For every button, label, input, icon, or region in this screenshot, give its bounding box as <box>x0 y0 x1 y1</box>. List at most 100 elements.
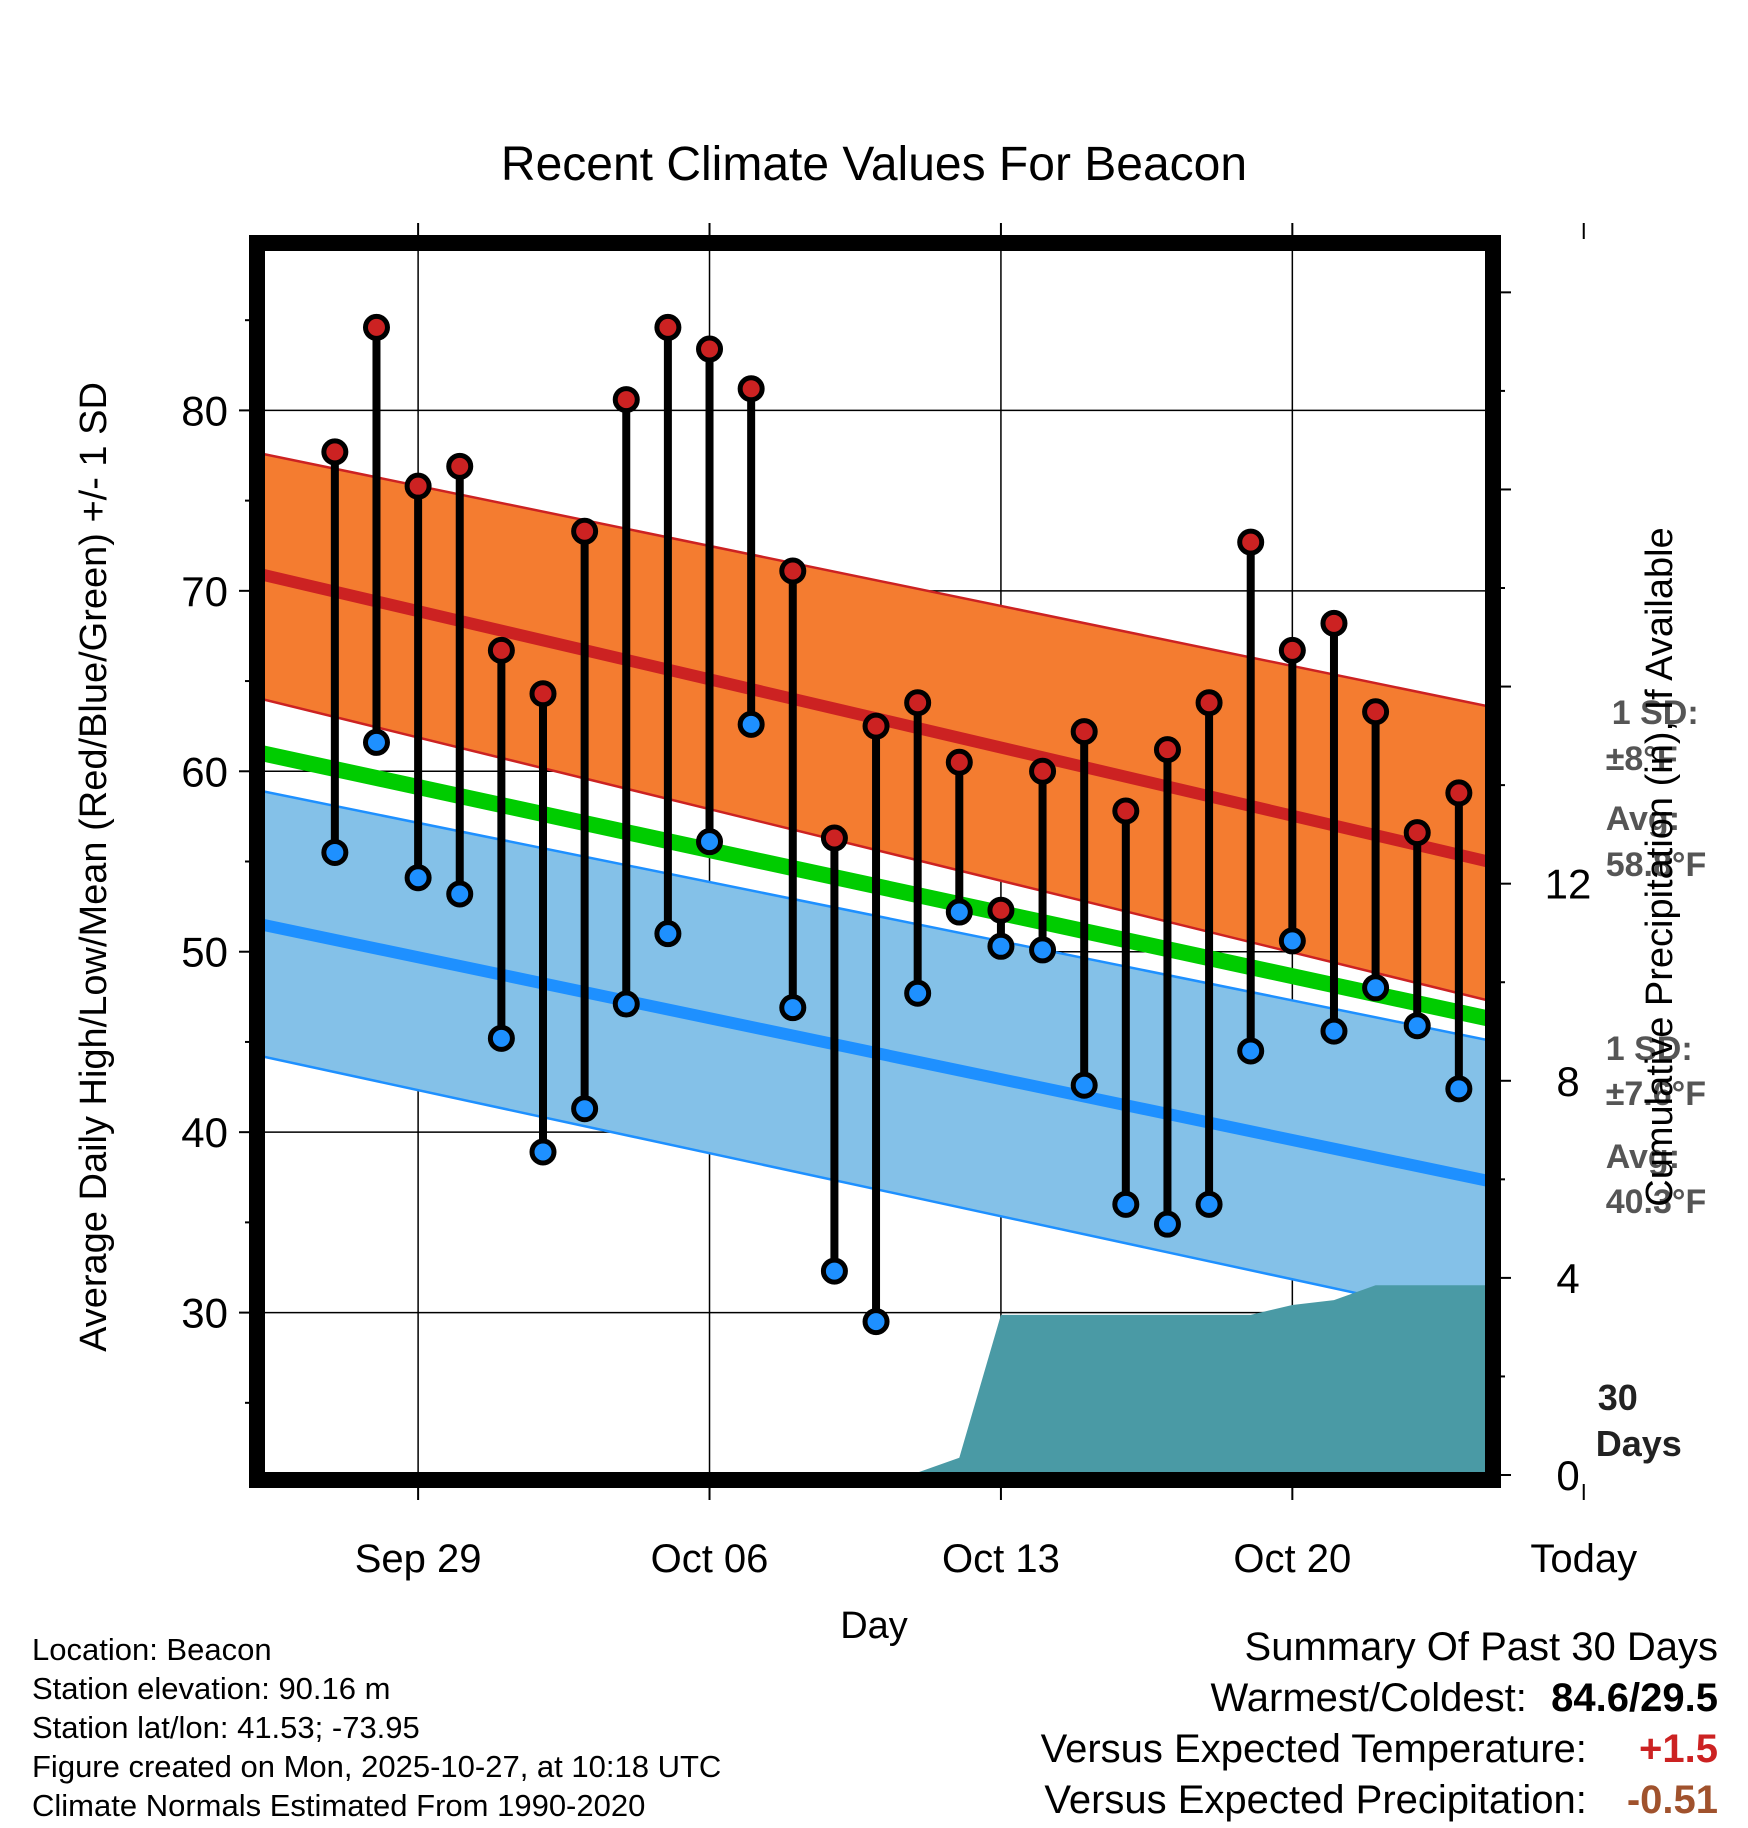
daily-high-point <box>1278 636 1306 664</box>
daily-low-point <box>696 828 724 856</box>
y2-tick-label: 0 <box>1556 1452 1579 1499</box>
y2-tick-label: 8 <box>1556 1058 1579 1105</box>
summary-panel: Summary Of Past 30 Days Warmest/Coldest:… <box>1041 1622 1718 1826</box>
daily-low-point <box>654 920 682 948</box>
low-sd-value: ±7.6°F <box>1606 1075 1706 1113</box>
daily-low-point <box>820 1257 848 1285</box>
daily-high-point <box>1237 528 1265 556</box>
x-tick-label: Today <box>1530 1537 1637 1581</box>
daily-high-point <box>1195 689 1223 717</box>
daily-low-point <box>1445 1075 1473 1103</box>
precip-delta-label: Versus Expected Precipitation: <box>1044 1778 1587 1822</box>
daily-high-point <box>654 313 682 341</box>
plot-area <box>262 248 1598 1475</box>
daily-low-point <box>987 932 1015 960</box>
daily-low-point <box>446 880 474 908</box>
daily-low-point <box>529 1138 557 1166</box>
y2-tick-label: 4 <box>1556 1255 1579 1302</box>
daily-low-point <box>487 1024 515 1052</box>
precip-delta-value: -0.51 <box>1626 1778 1718 1822</box>
precipitation-area <box>792 1285 1488 1475</box>
daily-high-point <box>321 438 349 466</box>
daily-high-point <box>820 824 848 852</box>
daily-low-point <box>862 1308 890 1336</box>
x-tick-label: Oct 13 <box>942 1537 1060 1581</box>
daily-low-point <box>612 990 640 1018</box>
daily-low-point <box>404 864 432 892</box>
daily-high-point <box>571 517 599 545</box>
y2-tick-label: 12 <box>1545 861 1592 908</box>
daily-low-point <box>737 710 765 738</box>
warmest-value: 84.6/29.5 <box>1551 1676 1718 1720</box>
high-avg-value: 58.8°F <box>1606 846 1707 884</box>
warmest-label: Warmest/Coldest: <box>1210 1676 1527 1720</box>
daily-low-point <box>1531 1246 1553 1268</box>
daily-high-point <box>487 636 515 664</box>
station-location: Location: Beacon <box>32 1632 272 1667</box>
daily-low-point <box>1320 1017 1348 1045</box>
daily-low-point <box>1278 927 1306 955</box>
daily-low-point <box>1112 1190 1140 1218</box>
y-tick-label: 60 <box>181 748 228 795</box>
daily-high-point <box>737 375 765 403</box>
y-tick-label: 50 <box>181 929 228 976</box>
low-sd-label: 1 SD: <box>1606 1030 1693 1068</box>
y-tick-label: 80 <box>181 387 228 434</box>
low-avg-marker <box>1570 1113 1598 1141</box>
daily-low-point <box>945 898 973 926</box>
today-label-days: Days <box>1596 1423 1682 1464</box>
daily-low-point <box>779 994 807 1022</box>
daily-high-point <box>987 896 1015 924</box>
daily-high-point <box>1445 779 1473 807</box>
daily-low-point <box>1237 1037 1265 1065</box>
daily-low-point <box>362 728 390 756</box>
station-info: Location: Beacon Station elevation: 90.1… <box>32 1630 721 1825</box>
temp-delta-value: +1.5 <box>1639 1727 1718 1771</box>
daily-low-point <box>571 1095 599 1123</box>
x-tick-label: Oct 20 <box>1233 1537 1351 1581</box>
high-sd-label: 1 SD: <box>1612 694 1699 732</box>
station-elevation: Station elevation: 90.16 m <box>32 1671 391 1706</box>
daily-high-point <box>1029 757 1057 785</box>
summary-warmest-row: Warmest/Coldest: 84.6/29.5 <box>1041 1673 1719 1724</box>
y-axis-label-right: Cumulative Precipitation (in), If Availa… <box>1639 527 1681 1206</box>
daily-low-point <box>1029 936 1057 964</box>
high-sd-band-upper-edge <box>262 452 1488 708</box>
daily-low-point <box>1362 974 1390 1002</box>
daily-high-point <box>1403 819 1431 847</box>
daily-low-point <box>904 979 932 1007</box>
plot-frame <box>249 235 1501 1488</box>
figure-created: Figure created on Mon, 2025-10-27, at 10… <box>32 1749 722 1784</box>
daily-low-point <box>1153 1210 1181 1238</box>
daily-high-point <box>1070 718 1098 746</box>
daily-high-point <box>904 689 932 717</box>
summary-precip-row: Versus Expected Precipitation: -0.51 <box>1041 1775 1718 1826</box>
daily-low-point <box>1403 1012 1431 1040</box>
low-avg-value: 40.3°F <box>1606 1183 1707 1221</box>
daily-high-point <box>696 335 724 363</box>
daily-high-point <box>404 472 432 500</box>
low-avg-label: Avg: <box>1606 1138 1680 1176</box>
station-latlon: Station lat/lon: 41.53; -73.95 <box>32 1710 420 1745</box>
y-axis-label-left: Average Daily High/Low/Mean (Red/Blue/Gr… <box>73 382 115 1352</box>
daily-high-point <box>862 712 890 740</box>
summary-title: Summary Of Past 30 Days <box>1244 1625 1718 1669</box>
y-tick-label: 70 <box>181 568 228 615</box>
y-tick-label: 30 <box>181 1290 228 1337</box>
summary-temp-row: Versus Expected Temperature: +1.5 <box>1041 1724 1718 1775</box>
y-tick-label: 40 <box>181 1109 228 1156</box>
high-sd-value: ±8°F <box>1606 740 1678 778</box>
daily-high-point <box>779 557 807 585</box>
daily-high-point <box>1320 609 1348 637</box>
high-avg-label: Avg: <box>1606 800 1680 838</box>
normals-period: Climate Normals Estimated From 1990-2020 <box>32 1788 646 1823</box>
today-label-number: 30 <box>1598 1377 1638 1418</box>
high-avg-marker <box>1570 779 1598 807</box>
temp-delta-label: Versus Expected Temperature: <box>1040 1727 1587 1771</box>
x-tick-label: Oct 06 <box>651 1537 769 1581</box>
daily-high-point <box>1531 787 1553 809</box>
daily-high-point <box>945 748 973 776</box>
daily-high-point <box>612 386 640 414</box>
daily-high-point <box>1153 736 1181 764</box>
